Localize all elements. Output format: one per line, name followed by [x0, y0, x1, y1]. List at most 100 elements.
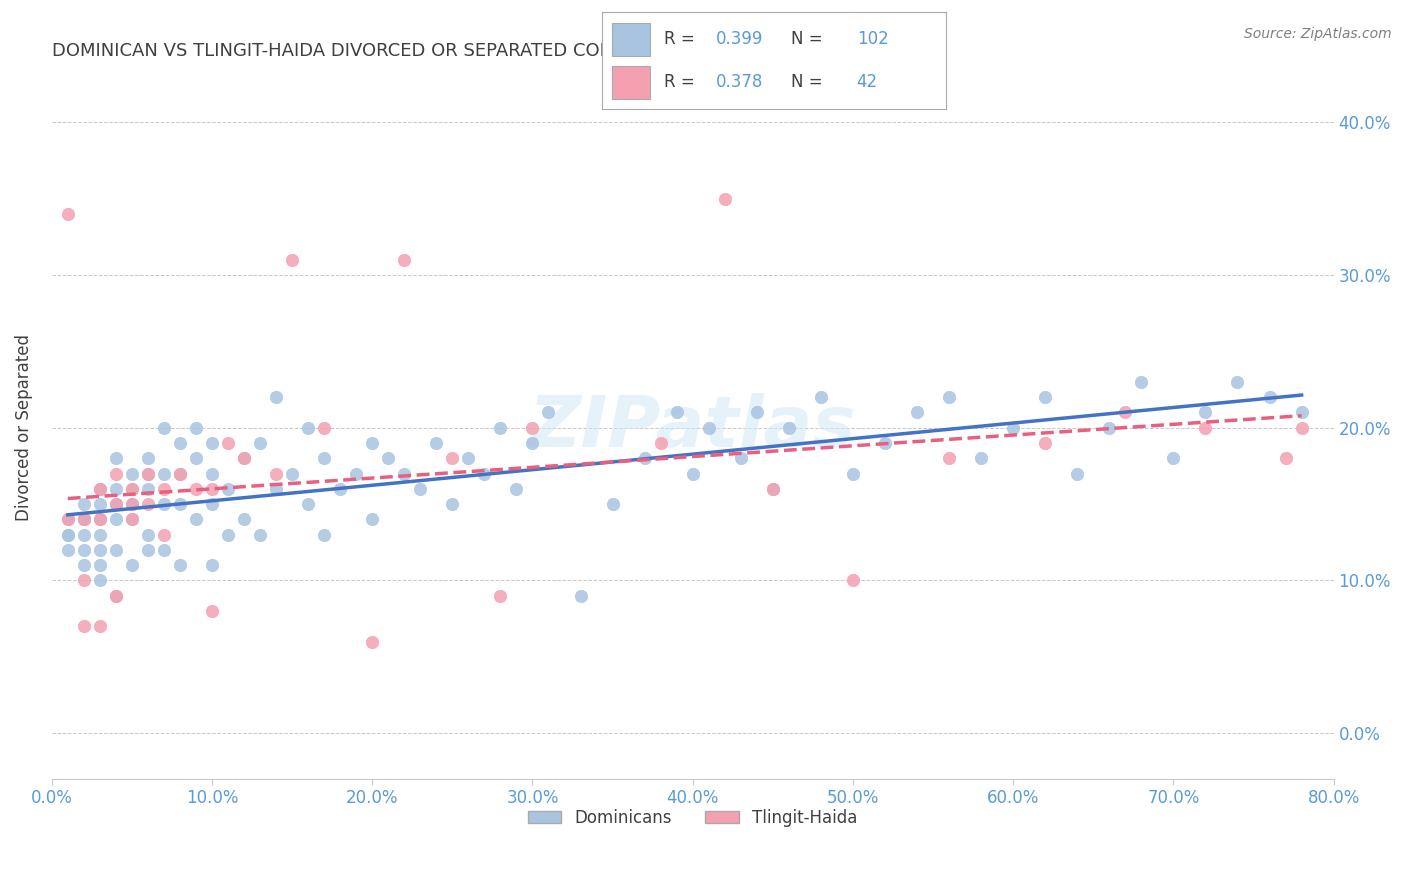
- Point: [89, 497, 111, 511]
- Point: [73, 619, 96, 633]
- Point: [233, 451, 256, 466]
- Point: [682, 467, 704, 481]
- Point: [249, 436, 271, 450]
- Point: [730, 451, 752, 466]
- Point: [136, 467, 159, 481]
- Point: [89, 512, 111, 526]
- Point: [314, 451, 336, 466]
- Point: [121, 512, 143, 526]
- Point: [762, 482, 785, 496]
- Point: [905, 405, 928, 419]
- Point: [361, 436, 384, 450]
- Point: [1033, 390, 1056, 404]
- Point: [89, 542, 111, 557]
- Text: N =: N =: [792, 73, 828, 91]
- Point: [201, 558, 224, 573]
- Point: [201, 497, 224, 511]
- Point: [474, 467, 496, 481]
- Point: [73, 497, 96, 511]
- Point: [153, 497, 176, 511]
- Point: [56, 207, 79, 221]
- Point: [394, 467, 416, 481]
- Point: [778, 421, 800, 435]
- Point: [73, 574, 96, 588]
- Point: [633, 451, 655, 466]
- Point: [217, 436, 239, 450]
- Point: [409, 482, 432, 496]
- Point: [489, 589, 512, 603]
- Text: N =: N =: [792, 30, 828, 48]
- Point: [233, 451, 256, 466]
- Point: [233, 512, 256, 526]
- Point: [104, 512, 127, 526]
- Point: [136, 451, 159, 466]
- FancyBboxPatch shape: [612, 23, 650, 56]
- Point: [217, 482, 239, 496]
- Point: [281, 467, 304, 481]
- Point: [713, 192, 735, 206]
- Point: [938, 390, 960, 404]
- Point: [201, 467, 224, 481]
- Point: [73, 512, 96, 526]
- Legend: Dominicans, Tlingit-Haida: Dominicans, Tlingit-Haida: [522, 803, 865, 834]
- Point: [56, 527, 79, 541]
- Point: [89, 574, 111, 588]
- Text: Source: ZipAtlas.com: Source: ZipAtlas.com: [1244, 27, 1392, 41]
- Point: [121, 467, 143, 481]
- Point: [457, 451, 479, 466]
- Point: [104, 467, 127, 481]
- Point: [505, 482, 527, 496]
- Text: 0.399: 0.399: [716, 30, 763, 48]
- Text: 102: 102: [856, 30, 889, 48]
- Point: [153, 482, 176, 496]
- Point: [153, 542, 176, 557]
- Point: [184, 421, 207, 435]
- Point: [104, 589, 127, 603]
- Point: [201, 482, 224, 496]
- Point: [873, 436, 896, 450]
- Point: [329, 482, 352, 496]
- Point: [377, 451, 399, 466]
- Y-axis label: Divorced or Separated: Divorced or Separated: [15, 334, 32, 521]
- Point: [697, 421, 720, 435]
- Point: [121, 497, 143, 511]
- Point: [184, 482, 207, 496]
- Point: [73, 512, 96, 526]
- Point: [650, 436, 672, 450]
- Point: [89, 558, 111, 573]
- Point: [1163, 451, 1185, 466]
- Point: [89, 527, 111, 541]
- Point: [1098, 421, 1121, 435]
- Point: [1291, 421, 1313, 435]
- Point: [121, 482, 143, 496]
- Point: [1291, 405, 1313, 419]
- Point: [489, 421, 512, 435]
- Point: [169, 558, 191, 573]
- Point: [745, 405, 768, 419]
- Point: [121, 512, 143, 526]
- Text: R =: R =: [664, 73, 700, 91]
- Point: [344, 467, 367, 481]
- Point: [136, 482, 159, 496]
- Point: [104, 589, 127, 603]
- Point: [1066, 467, 1088, 481]
- Point: [394, 252, 416, 267]
- Point: [1274, 451, 1296, 466]
- Text: ZIPatlas: ZIPatlas: [529, 393, 856, 462]
- Point: [425, 436, 447, 450]
- Point: [73, 527, 96, 541]
- Point: [153, 421, 176, 435]
- Point: [73, 558, 96, 573]
- Point: [136, 497, 159, 511]
- Point: [522, 436, 544, 450]
- Point: [121, 558, 143, 573]
- Point: [56, 512, 79, 526]
- Point: [1002, 421, 1025, 435]
- Point: [281, 252, 304, 267]
- Point: [169, 497, 191, 511]
- Point: [1033, 436, 1056, 450]
- Point: [104, 542, 127, 557]
- Point: [297, 497, 319, 511]
- Point: [56, 512, 79, 526]
- Point: [314, 527, 336, 541]
